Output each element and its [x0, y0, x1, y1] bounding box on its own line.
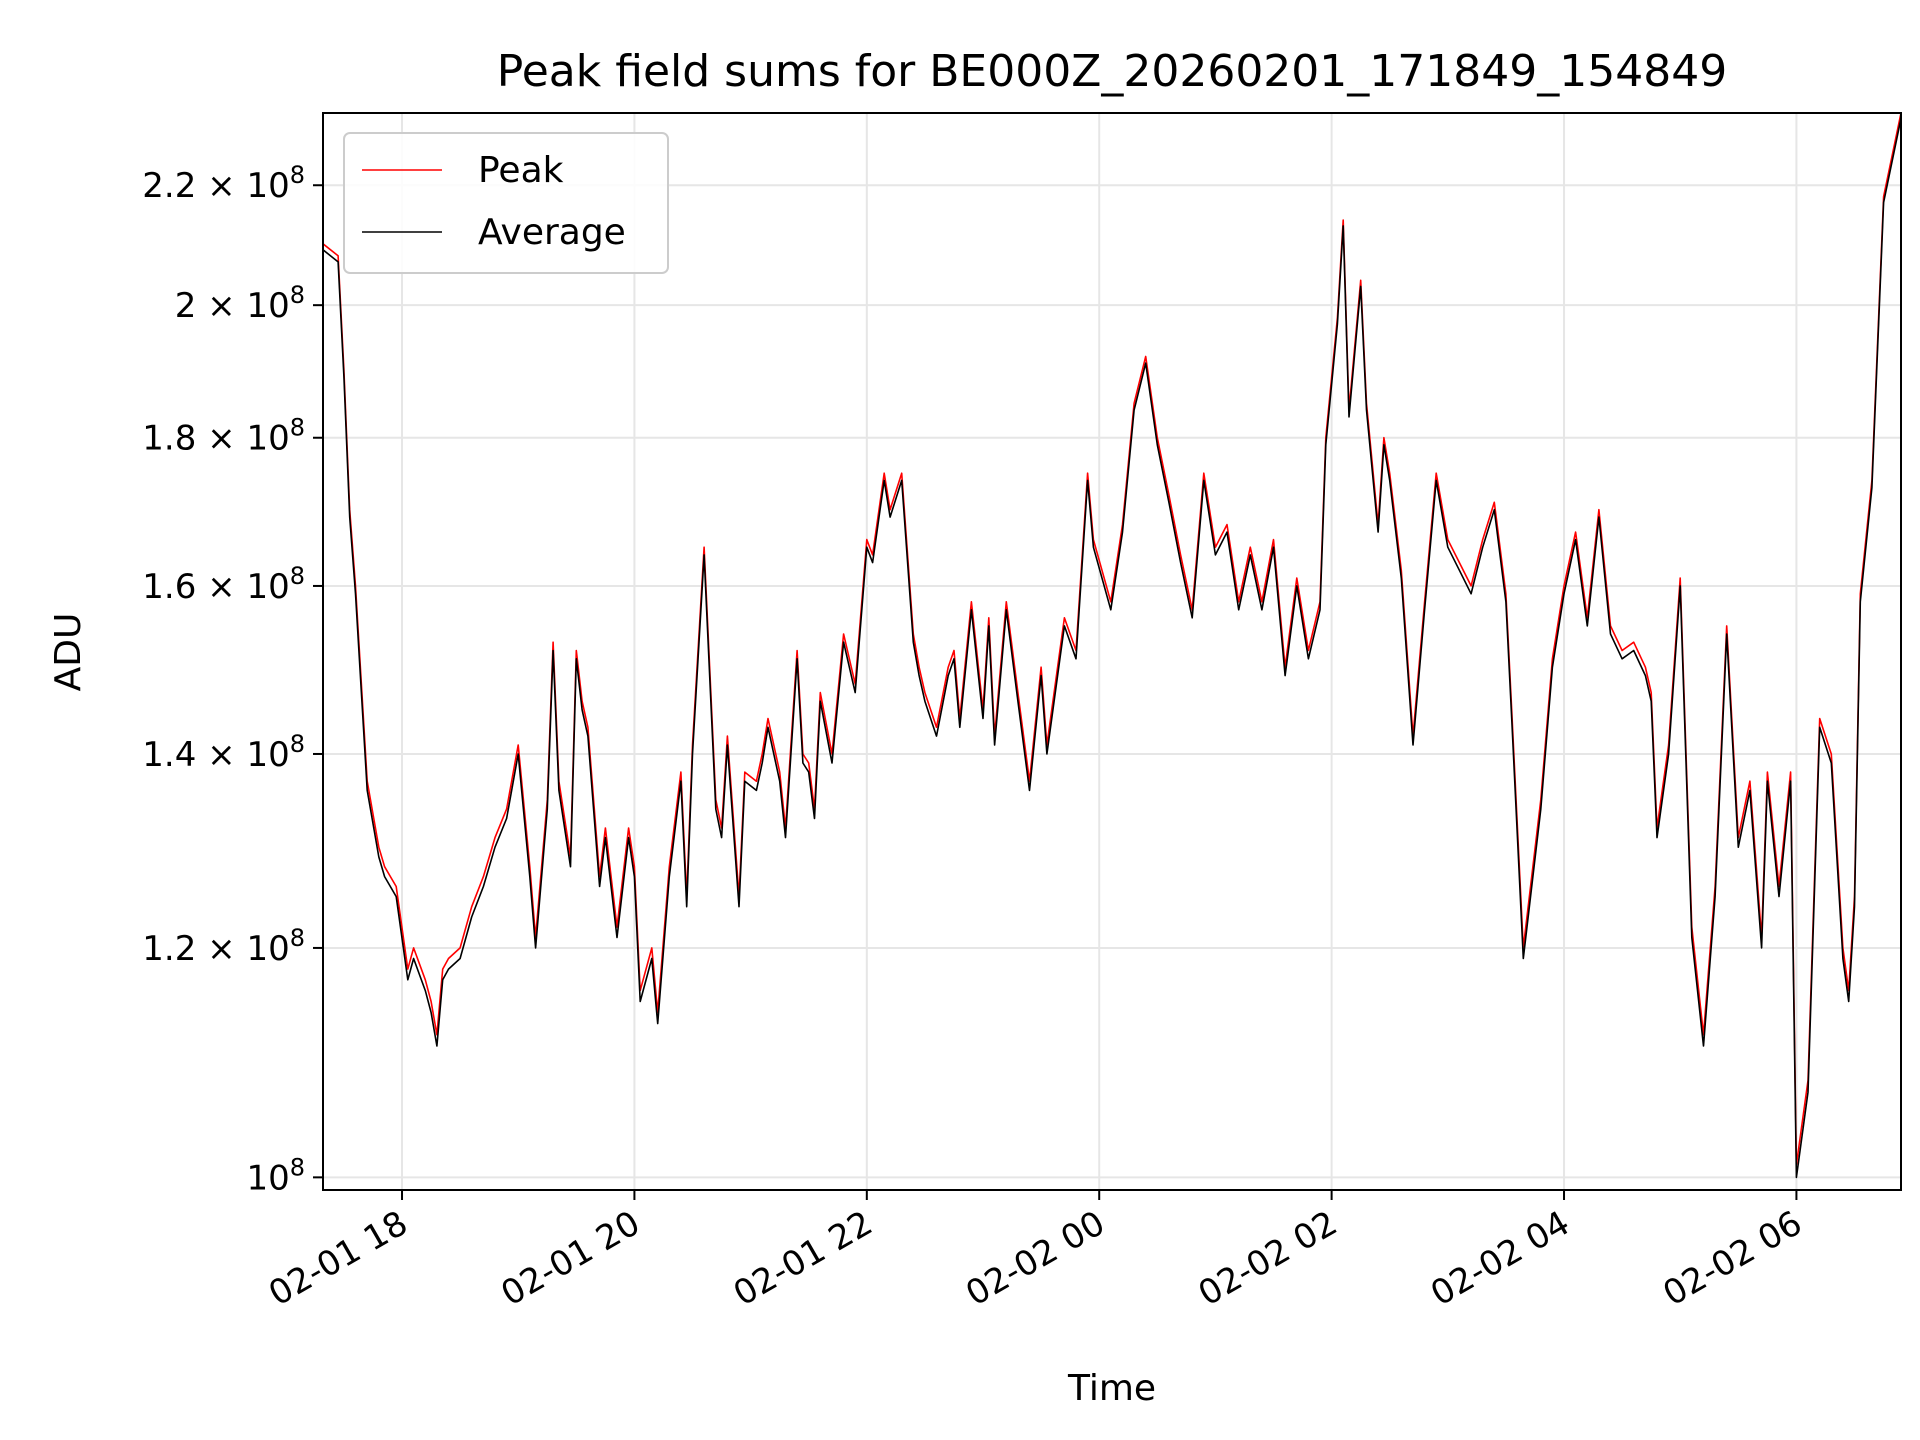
plot-frame [322, 112, 1902, 1191]
y-tick-label: 1.4 × 108 [142, 730, 305, 775]
y-tick-label: 108 [246, 1153, 305, 1198]
y-tick-label: 1.8 × 108 [142, 414, 305, 459]
y-tick-label: 2.2 × 108 [142, 161, 305, 206]
series-line-average [323, 118, 1901, 1179]
legend: Peak Average [343, 132, 669, 274]
legend-box [343, 132, 669, 274]
series-lines [323, 113, 1901, 1179]
grid [323, 113, 1901, 1190]
x-axis-label: Time [1067, 1368, 1156, 1409]
legend-label-peak: Peak [478, 150, 564, 191]
chart-title: Peak field sums for BE000Z_20260201_1718… [497, 46, 1727, 97]
y-tick-label: 1.6 × 108 [142, 562, 305, 607]
y-tick-label: 1.2 × 108 [142, 924, 305, 969]
y-axis-label: ADU [48, 613, 89, 692]
legend-label-average: Average [478, 212, 626, 253]
y-tick-label: 2 × 108 [175, 281, 305, 326]
series-line-peak [323, 113, 1901, 1166]
